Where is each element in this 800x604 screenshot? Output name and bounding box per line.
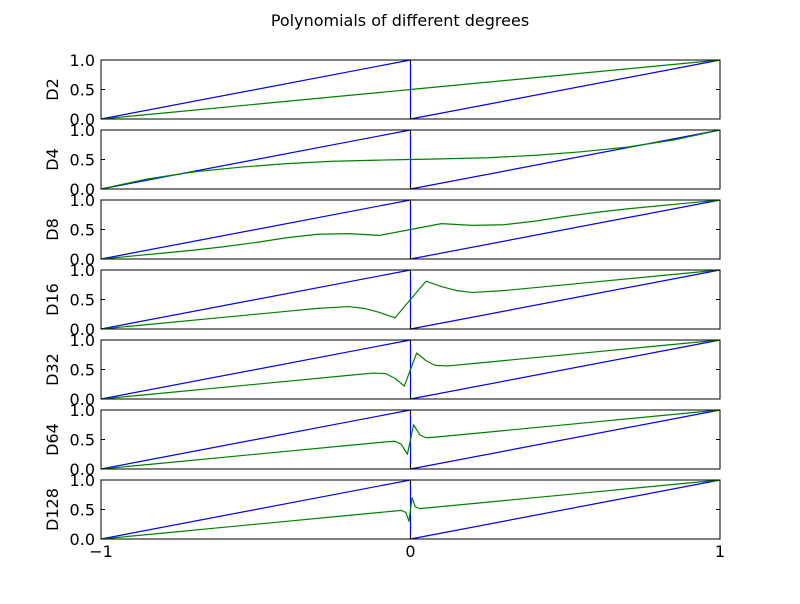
approx-series-line-d32 <box>100 339 721 400</box>
panel-ylabel: D8 <box>43 218 62 241</box>
approx-series-line-d128 <box>100 479 721 540</box>
panel-ylabel: D32 <box>43 353 62 386</box>
approx-series-line-d8 <box>100 199 721 260</box>
panel-ylabel: D128 <box>43 488 62 531</box>
y-tick-label: 0.0 <box>70 250 95 269</box>
y-tick-label: 0.0 <box>70 460 95 479</box>
panel-d16: 0.0 0.5 1.0 D16 <box>43 261 721 339</box>
panel-ylabel: D4 <box>43 148 62 171</box>
y-tick-label: 0.0 <box>70 530 95 549</box>
panel-ylabel: D2 <box>43 78 62 101</box>
panel-ylabel: D64 <box>43 423 62 456</box>
panel-d32: 0.0 0.5 1.0 D32 <box>43 331 721 409</box>
x-tick-label: 0 <box>405 542 415 561</box>
panel-d8: 0.0 0.5 1.0 D8 <box>43 191 721 269</box>
y-tick-label: 1.0 <box>70 51 95 70</box>
y-tick-label: 1.0 <box>70 401 95 420</box>
panel-d64: 0.0 0.5 1.0 D64 <box>43 401 721 479</box>
y-tick-label: 1.0 <box>70 121 95 140</box>
approx-series-line-d64 <box>100 409 721 470</box>
y-tick-label: 0.5 <box>70 431 95 450</box>
y-tick-label: 0.5 <box>70 151 95 170</box>
panel-d2: 0.0 0.5 1.0 D2 <box>43 51 721 129</box>
y-tick-label: 0.0 <box>70 320 95 339</box>
y-tick-label: 0.5 <box>70 221 95 240</box>
y-tick-label: 0.0 <box>70 180 95 199</box>
x-tick-label: −1 <box>89 542 113 561</box>
approx-series-line-d16 <box>100 269 721 330</box>
y-tick-label: 0.5 <box>70 81 95 100</box>
y-tick-label: 1.0 <box>70 191 95 210</box>
y-tick-label: 0.5 <box>70 291 95 310</box>
approx-series-line-d4 <box>100 129 721 190</box>
y-tick-label: 1.0 <box>70 331 95 350</box>
panel-ylabel: D16 <box>43 283 62 316</box>
y-tick-label: 1.0 <box>70 261 95 280</box>
panel-d128: 0.0 0.5 1.0 D128 −1 0 1 <box>43 471 725 561</box>
y-tick-label: 1.0 <box>70 471 95 490</box>
panel-d4: 0.0 0.5 1.0 D4 <box>43 121 721 199</box>
y-tick-label: 0.5 <box>70 501 95 520</box>
approx-series-line-d2 <box>100 59 721 120</box>
y-tick-label: 0.0 <box>70 390 95 409</box>
chart-title: Polynomials of different degrees <box>271 11 529 30</box>
y-tick-label: 0.0 <box>70 110 95 129</box>
y-tick-label: 0.5 <box>70 361 95 380</box>
x-tick-label: 1 <box>715 542 725 561</box>
panels-layer: 0.0 0.5 1.0 D2 0.0 0.5 1.0 D4 0.0 0.5 1.0 D8 0.0 0.5 1… <box>43 51 725 561</box>
